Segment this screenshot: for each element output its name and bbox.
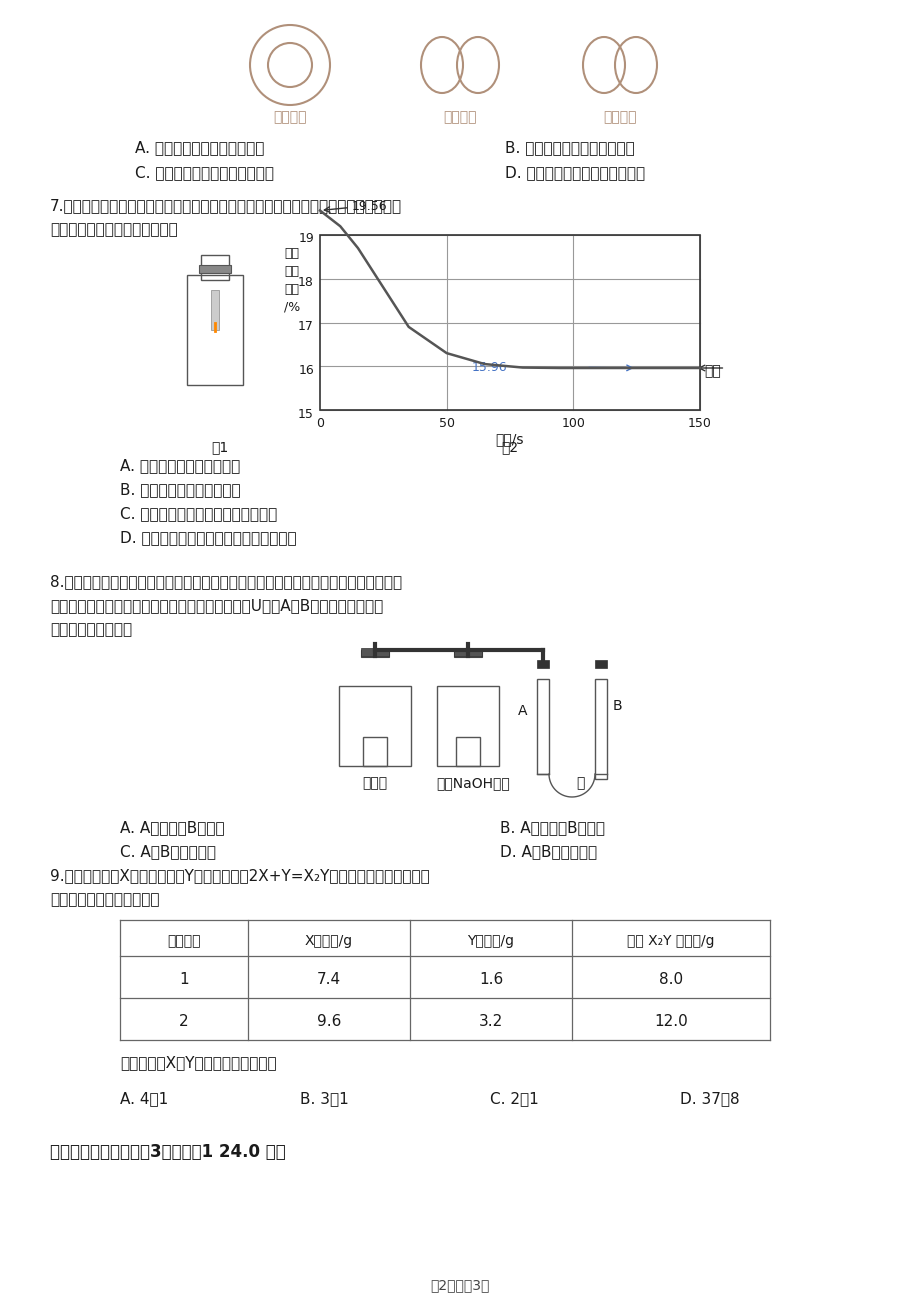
Bar xyxy=(210,290,219,329)
Bar xyxy=(200,255,229,280)
Text: 两次实验，测得数据如表：: 两次实验，测得数据如表： xyxy=(50,892,159,907)
Text: B. A处上升，B处下降: B. A处上升，B处下降 xyxy=(499,820,605,835)
Text: 50: 50 xyxy=(438,417,454,430)
Text: A. 蜡烛燃烧前瓶内只有氧气: A. 蜡烛燃烧前瓶内只有氧气 xyxy=(119,458,240,473)
Text: 16: 16 xyxy=(298,363,313,376)
Text: 19.56: 19.56 xyxy=(352,201,387,214)
Text: 息灯: 息灯 xyxy=(703,365,720,378)
Text: 列哪种情况（　　）: 列哪种情况（ ） xyxy=(50,622,132,637)
Text: 18: 18 xyxy=(298,276,313,289)
Text: D. 氧气浓度小于一定値时，蜡烛无法燃烧: D. 氧气浓度小于一定値时，蜡烛无法燃烧 xyxy=(119,530,296,546)
Bar xyxy=(453,648,482,656)
Text: 7.4: 7.4 xyxy=(316,973,341,987)
Text: 8.0: 8.0 xyxy=(658,973,682,987)
Bar xyxy=(537,660,549,668)
Bar xyxy=(363,737,387,766)
Text: 3.2: 3.2 xyxy=(479,1014,503,1030)
Bar xyxy=(537,680,549,773)
Text: 并列关系: 并列关系 xyxy=(443,109,476,124)
Text: X的用量/g: X的用量/g xyxy=(304,934,353,948)
Bar xyxy=(360,648,389,656)
Text: 1.6: 1.6 xyxy=(479,973,503,987)
Text: 15: 15 xyxy=(298,408,313,421)
Text: D. 化合物与氧化物属于并列关系: D. 化合物与氧化物属于并列关系 xyxy=(505,165,644,180)
Bar xyxy=(595,680,607,779)
Text: Y的用量/g: Y的用量/g xyxy=(467,934,514,948)
Text: 时间/s: 时间/s xyxy=(495,432,524,447)
Text: 9.6: 9.6 xyxy=(316,1014,341,1030)
Text: D. A、B两处都不变: D. A、B两处都不变 xyxy=(499,844,596,859)
Text: 体积: 体积 xyxy=(284,266,300,279)
Text: 示，下列判断正确的是（　　）: 示，下列判断正确的是（ ） xyxy=(50,223,177,237)
Text: 8.　如图所示，实验装置足以维持实验期间小白鼠的生命活动，瓶口密封，忽略水蒸气: 8. 如图所示，实验装置足以维持实验期间小白鼠的生命活动，瓶口密封，忽略水蒸气 xyxy=(50,574,402,589)
Text: 100: 100 xyxy=(561,417,584,430)
Text: C. 2：1: C. 2：1 xyxy=(490,1091,539,1105)
Text: D. 37：8: D. 37：8 xyxy=(679,1091,739,1105)
Text: 分数: 分数 xyxy=(284,283,300,296)
Text: 12.0: 12.0 xyxy=(653,1014,687,1030)
Text: 9.　某金属单质X与非金属单质Y可发生反应：2X+Y=X₂Y。某实验探究小组进行了: 9. 某金属单质X与非金属单质Y可发生反应：2X+Y=X₂Y。某实验探究小组进行… xyxy=(50,868,429,883)
Text: /%: /% xyxy=(284,301,300,314)
Text: B: B xyxy=(611,699,621,713)
Text: C. 蜡烛息灯后瓶内只剩二氧化碳气体: C. 蜡烛息灯后瓶内只剩二氧化碳气体 xyxy=(119,506,277,521)
Text: 足量NaOH溶液: 足量NaOH溶液 xyxy=(436,776,509,790)
Text: 0: 0 xyxy=(315,417,323,430)
Bar xyxy=(456,737,480,766)
Text: 交叉关系: 交叉关系 xyxy=(603,109,636,124)
Bar xyxy=(437,685,498,766)
Text: B. 3：1: B. 3：1 xyxy=(300,1091,348,1105)
Text: 2: 2 xyxy=(179,1014,188,1030)
Text: C. A、B两处都下降: C. A、B两处都下降 xyxy=(119,844,216,859)
Text: 第2页，共3页: 第2页，共3页 xyxy=(430,1279,489,1292)
Text: 和温度变化对实验结果的影响。经数小时实验后，U形管A、B两处液面会出现下: 和温度变化对实验结果的影响。经数小时实验后，U形管A、B两处液面会出现下 xyxy=(50,598,383,613)
Text: 图1: 图1 xyxy=(211,440,229,454)
Text: 小白鼠: 小白鼠 xyxy=(362,776,387,790)
Text: 150: 150 xyxy=(687,417,711,430)
Text: 7.　蜡烛（足量）在密闭容器内燃烧至息灯，用仪器测出瓶内氧气含量的变化如图乙所: 7. 蜡烛（足量）在密闭容器内燃烧至息灯，用仪器测出瓶内氧气含量的变化如图乙所 xyxy=(50,198,402,214)
Text: 二、计算题（本大题共3小题，共1 24.0 分）: 二、计算题（本大题共3小题，共1 24.0 分） xyxy=(50,1143,286,1161)
Text: 参加反应的X与Y的质量比为（　　）: 参加反应的X与Y的质量比为（ ） xyxy=(119,1055,277,1070)
Text: 包含关系: 包含关系 xyxy=(273,109,306,124)
Text: B. 瓶内物质总质量不断减少: B. 瓶内物质总质量不断减少 xyxy=(119,482,241,497)
Text: 图2: 图2 xyxy=(501,440,518,454)
Bar xyxy=(199,266,231,273)
Bar xyxy=(338,685,411,766)
Text: 氧气: 氧气 xyxy=(284,247,300,260)
Text: 水: 水 xyxy=(575,776,584,790)
Bar xyxy=(595,660,607,668)
Text: A: A xyxy=(517,704,528,717)
Bar xyxy=(320,234,699,410)
Bar xyxy=(187,275,243,385)
Text: C. 纯净物与混合物属于包含关系: C. 纯净物与混合物属于包含关系 xyxy=(135,165,274,180)
Text: 15.96: 15.96 xyxy=(471,361,507,374)
Text: B. 单质与化合物属于交叉关系: B. 单质与化合物属于交叉关系 xyxy=(505,141,634,155)
Text: A. 4：1: A. 4：1 xyxy=(119,1091,168,1105)
Text: A. 纯净物与单质属于包含关系: A. 纯净物与单质属于包含关系 xyxy=(135,141,264,155)
Text: 生成 X₂Y 的质量/g: 生成 X₂Y 的质量/g xyxy=(627,934,714,948)
Text: 实验序号: 实验序号 xyxy=(167,934,200,948)
Bar xyxy=(453,650,482,656)
Text: 17: 17 xyxy=(298,320,313,333)
Text: A. A处下降，B处上升: A. A处下降，B处上升 xyxy=(119,820,224,835)
Text: 19: 19 xyxy=(298,233,313,246)
Bar xyxy=(360,650,389,656)
Text: 1: 1 xyxy=(179,973,188,987)
